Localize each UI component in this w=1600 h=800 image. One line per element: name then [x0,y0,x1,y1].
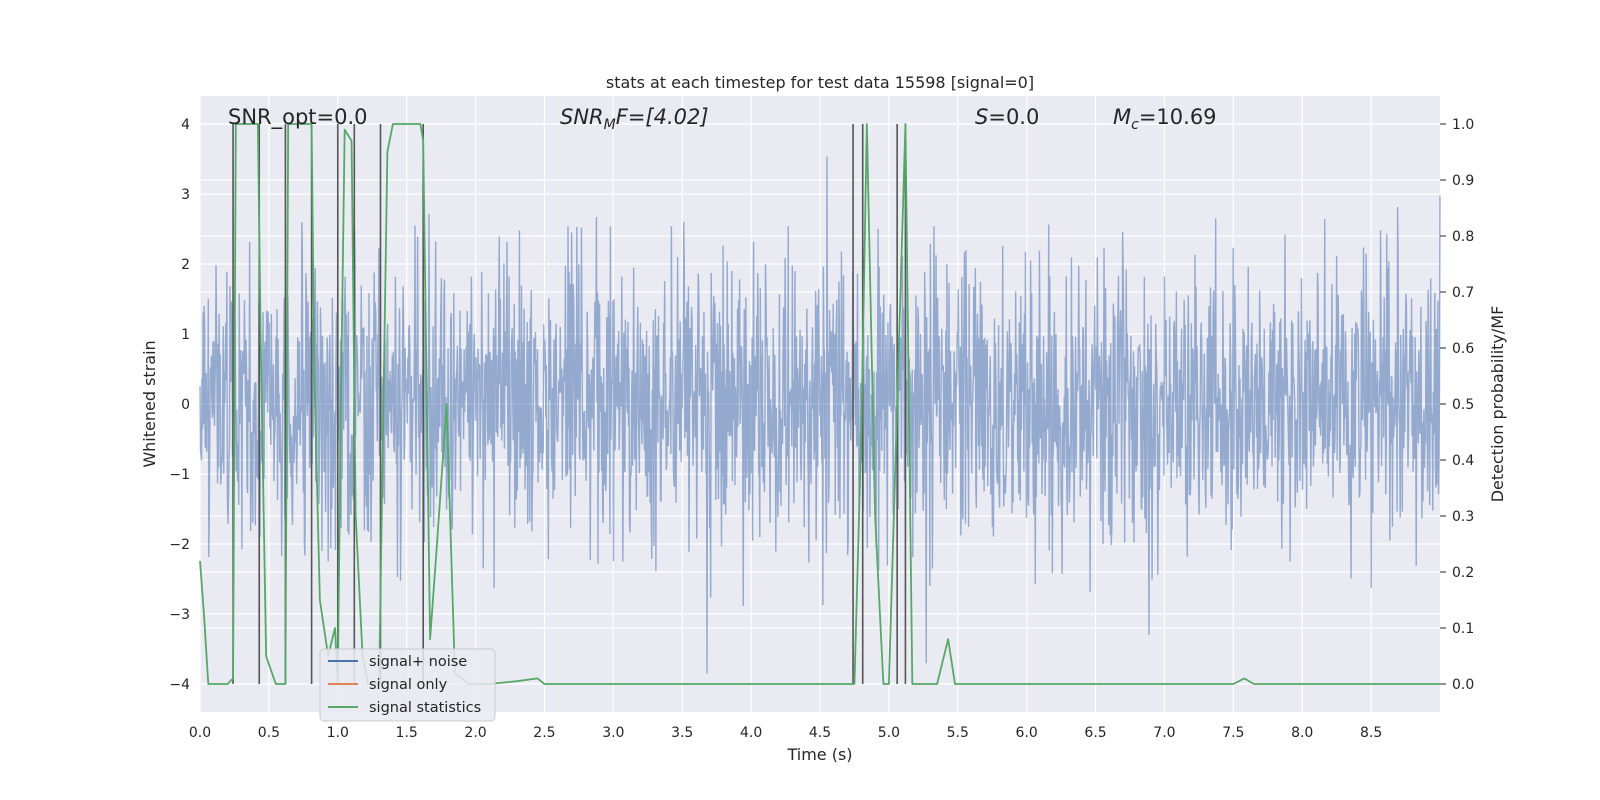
y-right-tick-label: 0.5 [1452,397,1474,413]
legend-label-signal-statistics: signal statistics [369,700,481,716]
legend-label-signal-only: signal only [369,677,448,693]
annotation-s-rest: =0.0 [988,105,1039,129]
legend-label-signal-noise: signal+ noise [369,654,467,670]
annotation-s-main: S [975,105,988,129]
x-tick-label: 3.0 [602,725,624,741]
annotation-snr-opt: SNR_opt=0.0 [228,105,368,130]
x-tick-label: 4.5 [809,725,831,741]
x-tick-label: 2.5 [533,725,555,741]
annotation-mc: Mc=10.69 [1113,105,1217,133]
y-tick-label: −4 [169,677,190,693]
annotation-snr-mf: SNRMF=[4.02] [560,105,709,133]
y-right-tick-label: 0.7 [1452,285,1474,301]
annotation-mc-sub: c [1131,117,1139,133]
annotation-snr-mf-main: SNR [560,105,604,129]
y-right-tick-label: 0.0 [1452,677,1474,693]
x-tick-label: 0.5 [258,725,280,741]
y-right-tick-label: 1.0 [1452,117,1474,133]
x-tick-label: 4.0 [740,725,762,741]
x-tick-label: 7.0 [1153,725,1175,741]
y-tick-label: −1 [169,467,190,483]
y-tick-label: 3 [181,187,190,203]
x-tick-label: 3.5 [671,725,693,741]
x-tick-label: 2.0 [464,725,486,741]
x-tick-label: 8.5 [1360,725,1382,741]
axis-ticks: 0.0 0.5 1.0 1.5 2.0 2.5 3.0 3.5 4.0 4.5 5.0 5.5 6.0 6… [169,117,1474,741]
legend: signal+ noise signal only signal statist… [319,648,496,722]
x-tick-label: 8.0 [1291,725,1313,741]
y-tick-label: −3 [169,607,190,623]
annotation-mc-main: M [1113,105,1131,129]
signal-noise-series [199,156,1441,674]
annotation-snr-mf-sub: M [604,117,616,133]
signal-statistics-line [199,123,1440,685]
annotation-s: S=0.0 [975,105,1039,129]
y-right-tick-label: 0.6 [1452,341,1474,357]
x-tick-label: 6.5 [1084,725,1106,741]
y-right-tick-label: 0.4 [1452,453,1474,469]
legend-box [319,648,496,722]
y-tick-label: −2 [169,537,190,553]
y-right-tick-label: 0.3 [1452,509,1474,525]
x-axis-label: Time (s) [786,745,852,764]
signal-statistics-series [199,123,1440,685]
x-tick-label: 0.0 [189,725,211,741]
chart-title: stats at each timestep for test data 155… [606,73,1034,92]
y-tick-label: 1 [181,327,190,343]
y-tick-label: 0 [181,397,190,413]
y-right-tick-label: 0.8 [1452,229,1474,245]
y-tick-label: 4 [181,117,190,133]
y-right-tick-label: 0.1 [1452,621,1474,637]
y-right-tick-label: 0.9 [1452,173,1474,189]
x-tick-label: 5.5 [947,725,969,741]
y-right-tick-label: 0.2 [1452,565,1474,581]
x-tick-label: 5.0 [878,725,900,741]
annotation-mc-rest: =10.69 [1139,105,1217,129]
annotation-snr-mf-rest: F=[4.02] [616,105,709,129]
x-tick-label: 6.0 [1016,725,1038,741]
y-right-axis-label: Detection probability/MF [1488,306,1507,503]
x-tick-label: 7.5 [1222,725,1244,741]
x-tick-label: 1.0 [327,725,349,741]
x-tick-label: 1.5 [396,725,418,741]
y-tick-label: 2 [181,257,190,273]
y-axis-label: Whitened strain [140,340,159,467]
signal-noise-line [199,156,1441,674]
